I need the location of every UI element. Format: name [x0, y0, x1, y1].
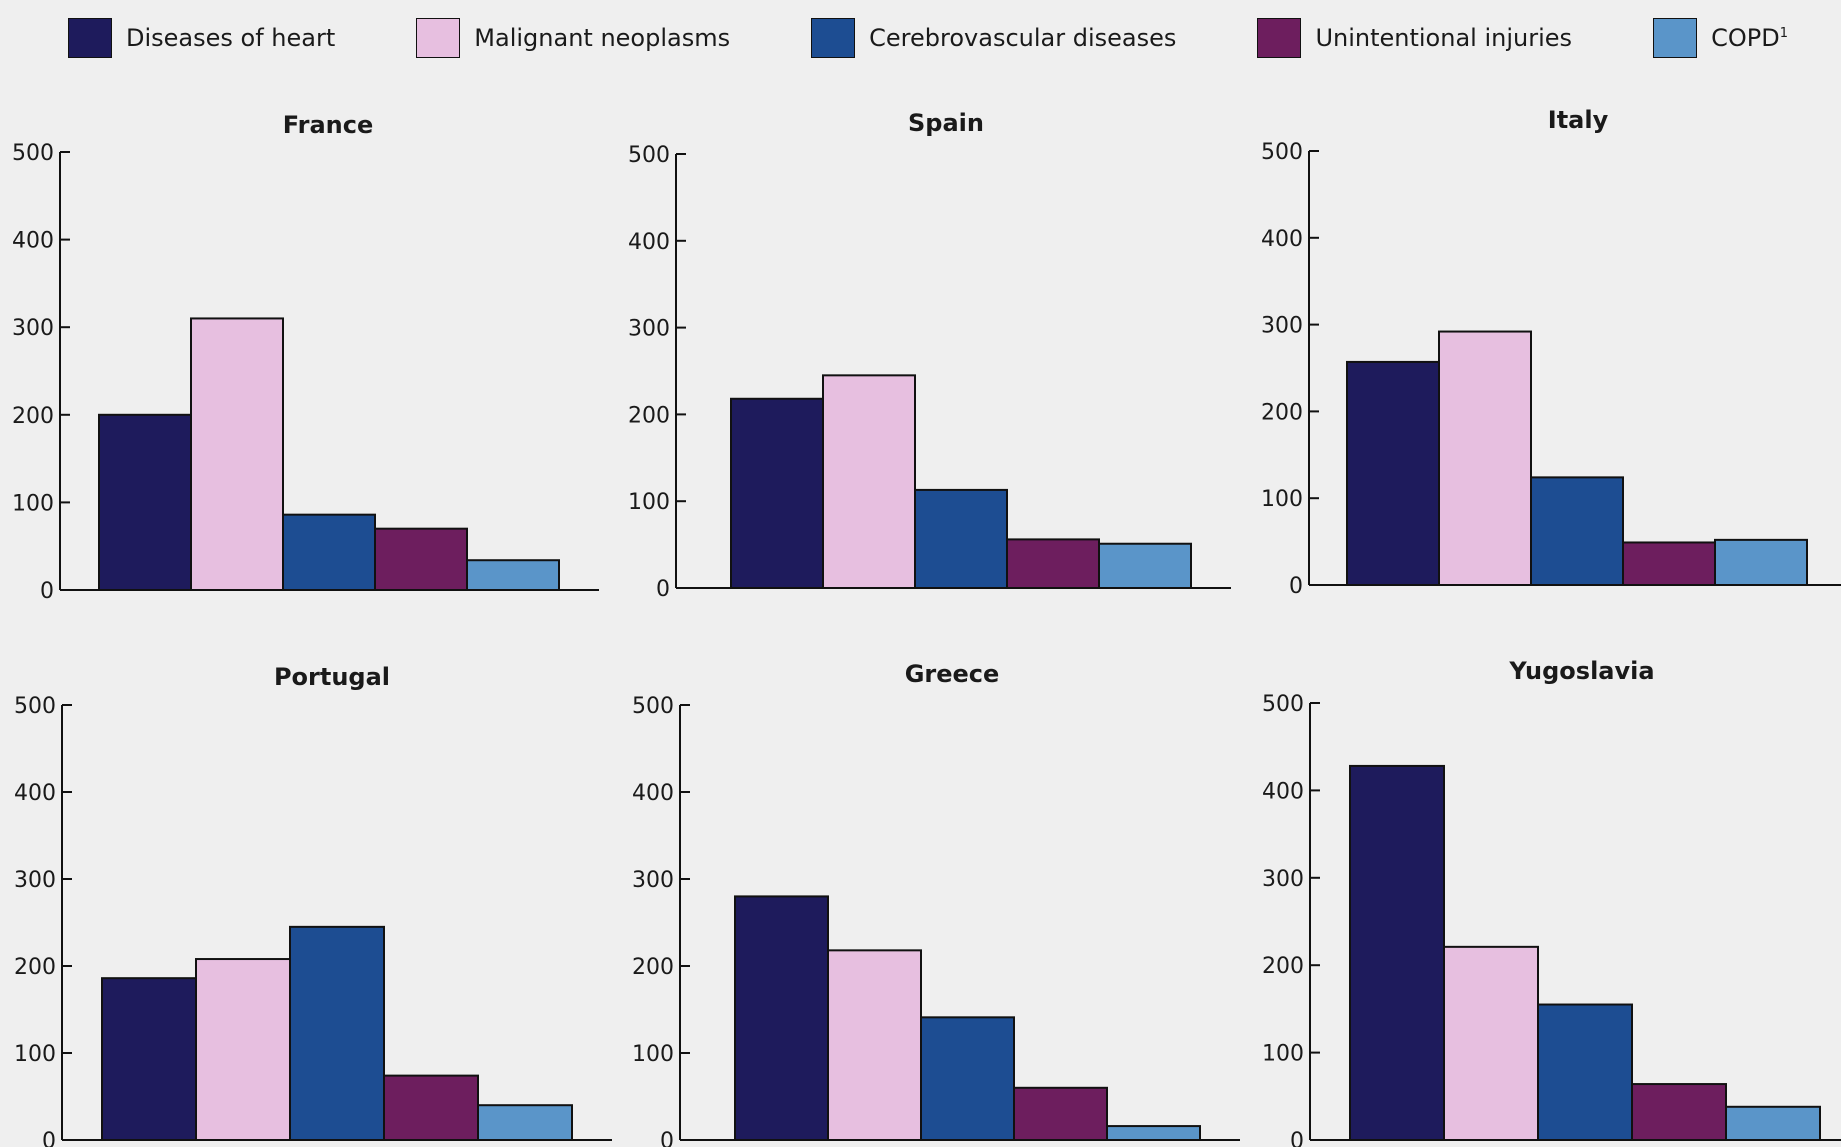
y-tick-label: 400 — [1261, 227, 1303, 252]
y-tick-label: 0 — [656, 577, 670, 602]
y-tick-label: 100 — [1261, 487, 1303, 512]
y-tick-label: 500 — [14, 694, 56, 719]
panel-portugal: Portugal 0 100 200 300 400 500 — [14, 663, 612, 1147]
y-tick-label: 300 — [1261, 314, 1303, 339]
legend-swatch-unintentional-injuries — [1257, 18, 1302, 58]
y-tick-label: 400 — [14, 781, 56, 806]
bar-cerebrovascular-diseases — [282, 513, 376, 591]
legend-label: Cerebrovascular diseases — [869, 24, 1177, 52]
panel-title: France — [283, 111, 373, 139]
bar-malignant-neoplasms — [827, 949, 922, 1142]
legend-label: Malignant neoplasms — [474, 24, 731, 52]
y-tick-label: 200 — [12, 404, 54, 429]
bar-malignant-neoplasms — [1443, 945, 1539, 1142]
bar-malignant-neoplasms — [195, 958, 291, 1141]
panel-yugoslavia: Yugoslavia 0 100 200 300 400 500 — [1262, 657, 1841, 1147]
bar-cerebrovascular-diseases — [289, 925, 385, 1141]
bar-unintentional-injuries — [1006, 538, 1100, 590]
bar-unintentional-injuries — [1013, 1086, 1108, 1142]
bar-copd — [1098, 542, 1192, 589]
y-tick-label: 200 — [632, 955, 674, 980]
y-tick-label: 300 — [12, 316, 54, 341]
legend-swatch-copd — [1653, 18, 1698, 58]
y-tick-label: 300 — [1262, 867, 1304, 892]
y-tick-label: 300 — [14, 868, 56, 893]
panel-title: Portugal — [274, 663, 390, 691]
bar-cerebrovascular-diseases — [1530, 476, 1624, 587]
bar-diseases-of-heart — [734, 895, 829, 1142]
bar-cerebrovascular-diseases — [1537, 1003, 1633, 1142]
bar-copd — [1714, 538, 1808, 587]
legend-swatch-diseases-of-heart — [68, 18, 112, 58]
y-tick-label: 500 — [12, 141, 54, 166]
bar-unintentional-injuries — [374, 527, 468, 591]
y-tick-label: 100 — [12, 491, 54, 516]
panel-italy: Italy 0 100 200 300 400 500 — [1261, 106, 1841, 599]
legend-item-cerebrovascular-diseases: Cerebrovascular diseases — [811, 18, 1176, 58]
legend-label: COPD1 — [1711, 24, 1788, 52]
bar-diseases-of-heart — [730, 397, 824, 589]
bar-malignant-neoplasms — [1438, 330, 1532, 586]
panel-title: Greece — [905, 660, 1000, 688]
y-tick-label: 400 — [632, 781, 674, 806]
bar-copd — [1725, 1105, 1821, 1141]
panel-france: France 0 100 200 300 400 500 — [12, 111, 599, 604]
y-tick-label: 400 — [12, 229, 54, 254]
legend-swatch-cerebrovascular-diseases — [811, 18, 856, 58]
bar-unintentional-injuries — [383, 1074, 479, 1141]
legend-label: Unintentional injuries — [1315, 24, 1573, 52]
y-tick-label: 0 — [660, 1129, 674, 1147]
bar-copd — [1106, 1125, 1201, 1141]
y-tick-label: 0 — [40, 579, 54, 604]
legend-item-copd: COPD1 — [1653, 18, 1788, 58]
bar-diseases-of-heart — [101, 977, 197, 1141]
y-tick-label: 200 — [628, 403, 670, 428]
y-tick-label: 500 — [1261, 140, 1303, 165]
y-tick-label: 500 — [1262, 692, 1304, 717]
bar-diseases-of-heart — [98, 413, 192, 591]
y-tick-label: 0 — [1290, 1129, 1304, 1147]
bar-diseases-of-heart — [1349, 764, 1445, 1141]
y-tick-label: 400 — [628, 230, 670, 255]
legend: Diseases of heart Malignant neoplasms Ce… — [68, 16, 1828, 60]
y-tick-label: 500 — [628, 143, 670, 168]
panel-title: Yugoslavia — [1508, 657, 1654, 685]
y-tick-label: 500 — [632, 694, 674, 719]
y-tick-label: 0 — [42, 1129, 56, 1147]
bar-cerebrovascular-diseases — [914, 488, 1008, 589]
y-tick-label: 0 — [1289, 574, 1303, 599]
y-tick-label: 200 — [1262, 954, 1304, 979]
y-tick-label: 400 — [1262, 779, 1304, 804]
legend-swatch-malignant-neoplasms — [416, 18, 461, 58]
y-tick-label: 300 — [632, 868, 674, 893]
bar-copd — [466, 559, 560, 592]
legend-item-diseases-of-heart: Diseases of heart — [68, 18, 335, 58]
bar-unintentional-injuries — [1631, 1083, 1727, 1141]
legend-item-unintentional-injuries: Unintentional injuries — [1257, 18, 1572, 58]
legend-item-malignant-neoplasms: Malignant neoplasms — [416, 18, 730, 58]
panel-title: Italy — [1548, 106, 1609, 134]
y-tick-label: 200 — [1261, 400, 1303, 425]
y-tick-label: 200 — [14, 955, 56, 980]
y-tick-label: 100 — [1262, 1042, 1304, 1067]
bar-malignant-neoplasms — [822, 374, 916, 589]
panel-spain: Spain 0 100 200 300 400 500 — [628, 109, 1231, 602]
bar-diseases-of-heart — [1346, 360, 1440, 587]
bar-malignant-neoplasms — [190, 317, 284, 591]
panel-greece: Greece 0 100 200 300 400 500 — [632, 660, 1240, 1147]
legend-footnote-mark: 1 — [1779, 26, 1788, 41]
y-tick-label: 100 — [628, 490, 670, 515]
y-tick-label: 100 — [632, 1042, 674, 1067]
bar-copd — [477, 1104, 573, 1141]
bar-cerebrovascular-diseases — [920, 1016, 1015, 1142]
legend-label-copd: COPD — [1711, 24, 1780, 52]
y-tick-label: 300 — [628, 317, 670, 342]
panel-title: Spain — [908, 109, 984, 137]
y-tick-label: 100 — [14, 1042, 56, 1067]
legend-label: Diseases of heart — [126, 24, 336, 52]
bar-unintentional-injuries — [1622, 541, 1716, 587]
